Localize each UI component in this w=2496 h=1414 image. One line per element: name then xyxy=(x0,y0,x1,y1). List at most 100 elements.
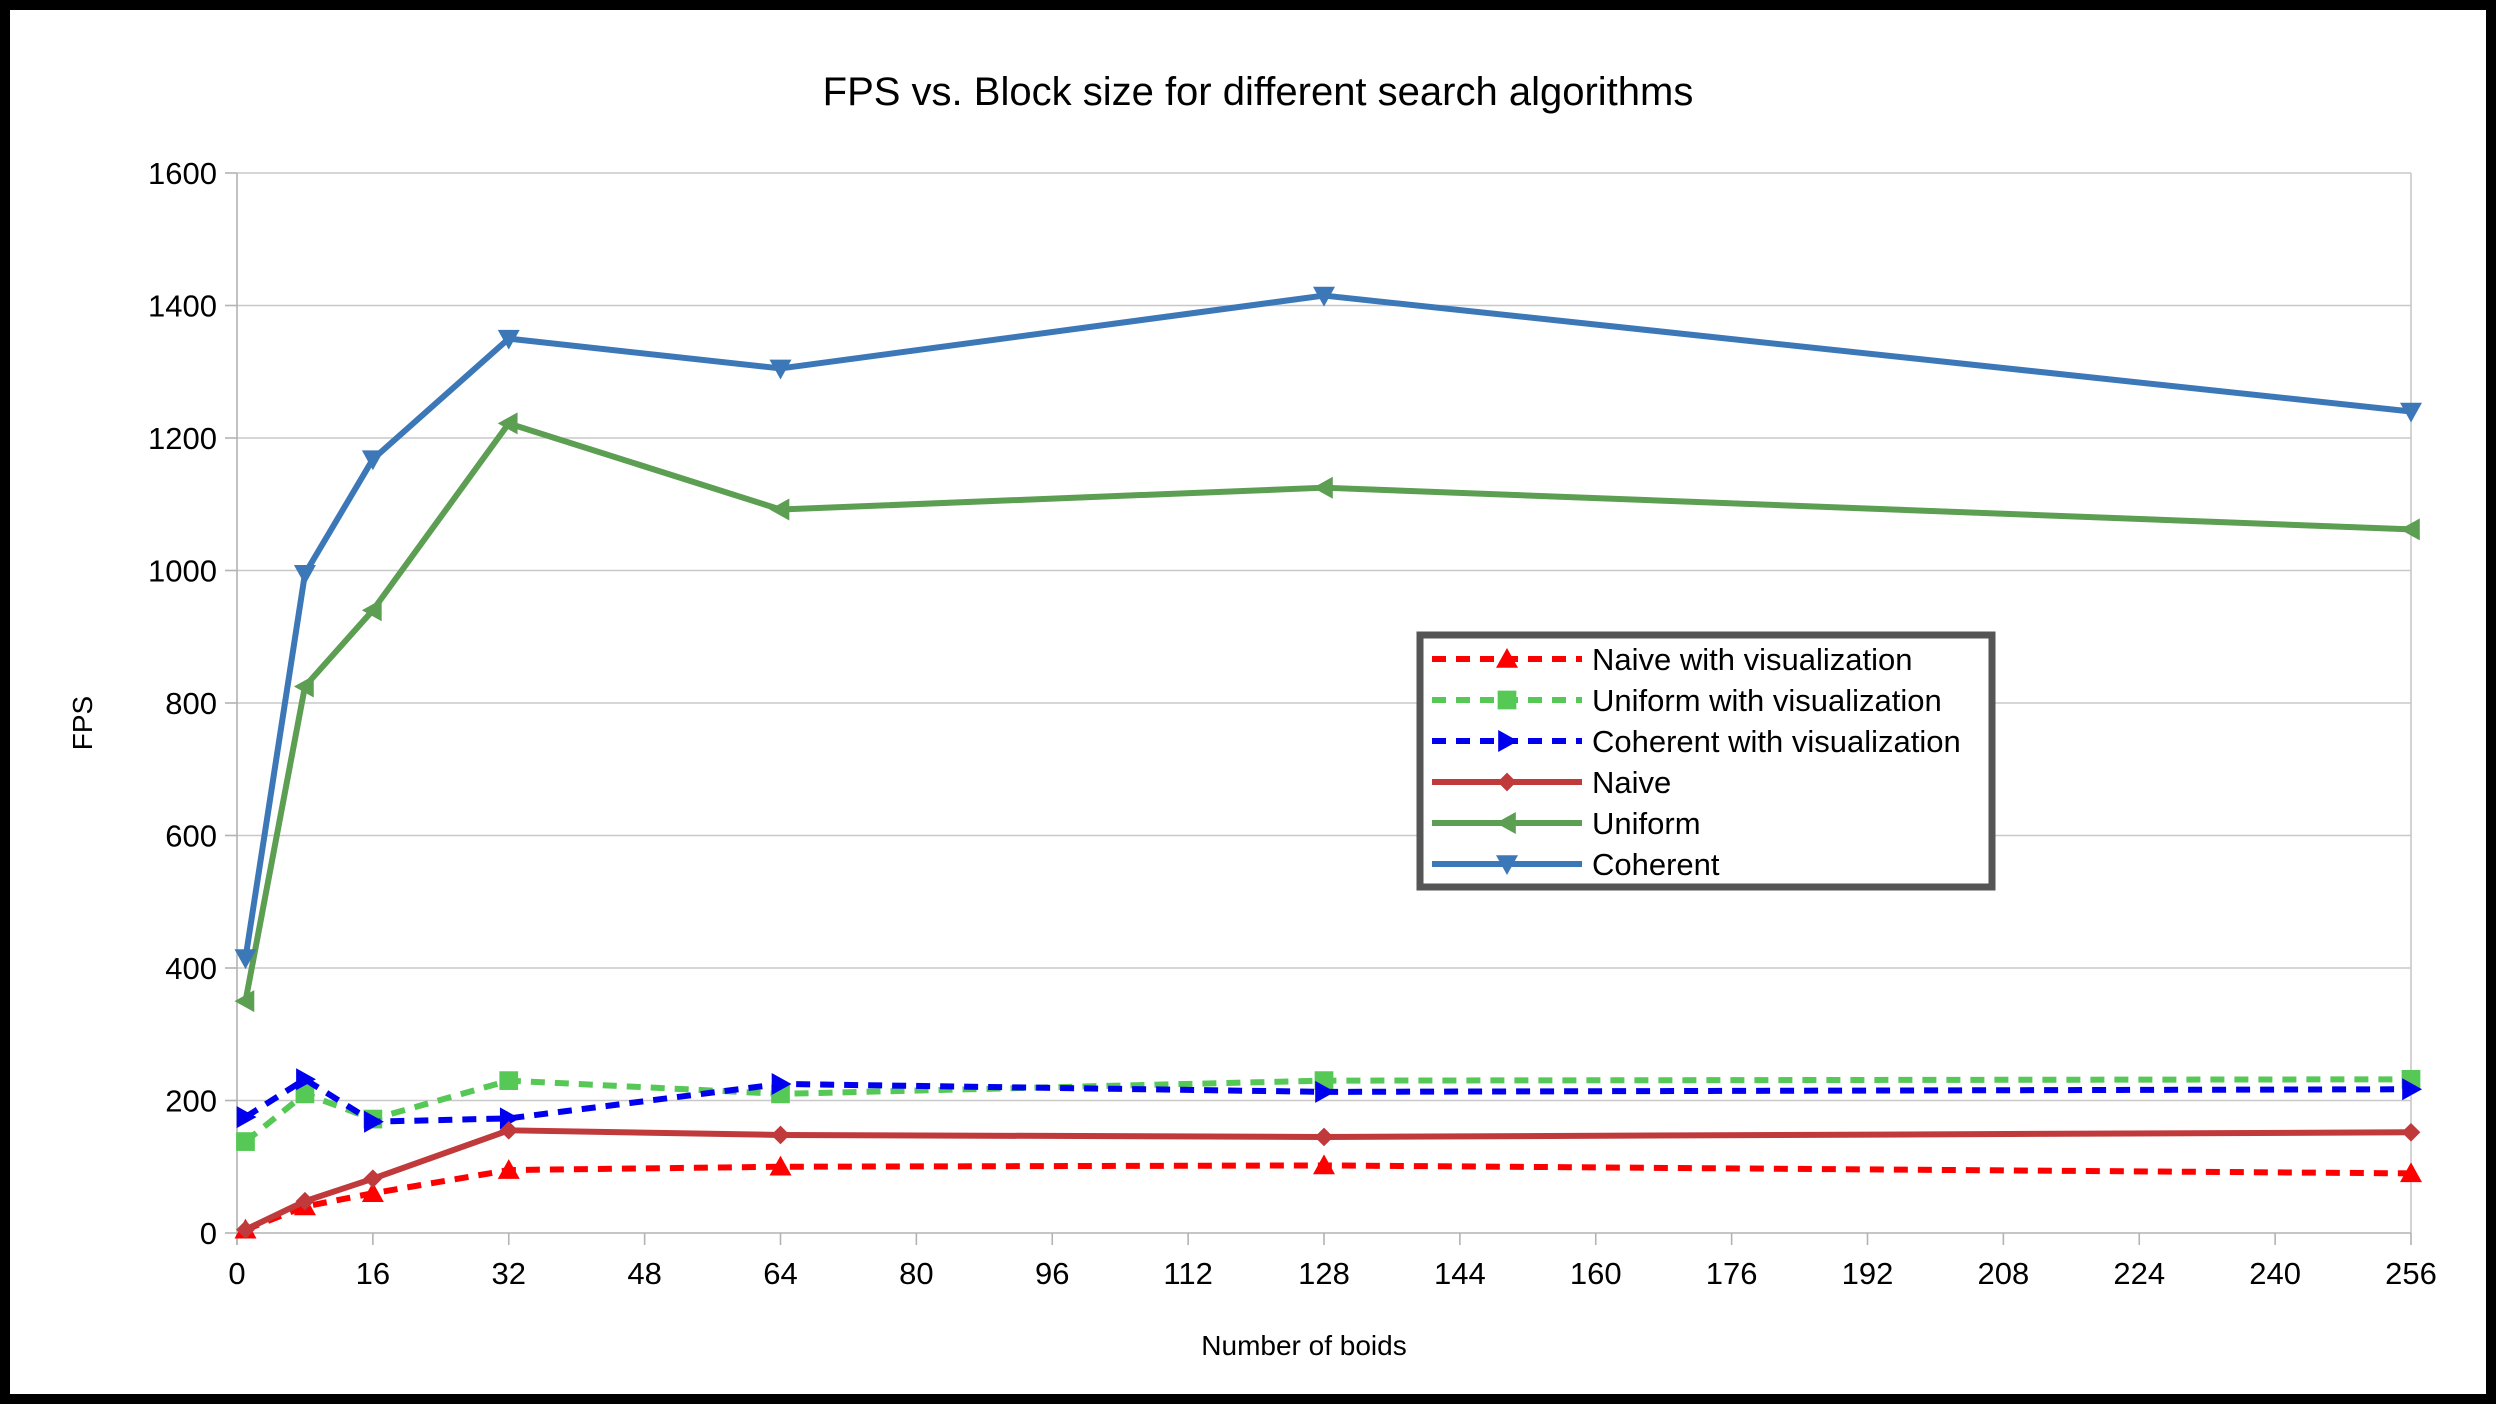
data-point-coherent xyxy=(2400,402,2422,423)
chart-title: FPS vs. Block size for different search … xyxy=(823,70,1694,114)
tick-labels: 0 200 400 600 800 1000 1200 1400 1600 0 16 32 48 64 80… xyxy=(148,156,2437,1291)
data-point-naive-with-visualization xyxy=(1313,1154,1335,1175)
legend-label: Coherent xyxy=(1592,847,1720,882)
data-point-naive xyxy=(236,1220,255,1240)
series-naive xyxy=(236,1120,2421,1240)
legend-label: Naive with visualization xyxy=(1592,642,1912,677)
y-tick-label: 800 xyxy=(165,686,217,721)
x-tick-label: 240 xyxy=(2249,1256,2301,1291)
data-point-coherent-with-visualization xyxy=(771,1072,792,1095)
series-naive-with-visualization xyxy=(234,1154,2422,1239)
series-coherent xyxy=(234,286,2422,970)
data-point-uniform xyxy=(2400,518,2420,541)
axes xyxy=(225,172,2412,1245)
x-tick-label: 224 xyxy=(2113,1256,2165,1291)
data-point-naive xyxy=(1314,1127,1334,1147)
data-point-coherent-with-visualization xyxy=(296,1068,316,1091)
series-line-coherent xyxy=(242,292,2412,959)
series-line-uniform xyxy=(242,420,2412,1002)
data-point-coherent-with-visualization xyxy=(499,1107,520,1130)
series-uniform xyxy=(234,412,2420,1013)
x-tick-label: 0 xyxy=(228,1256,245,1291)
legend-label: Uniform xyxy=(1592,806,1701,841)
x-tick-label: 96 xyxy=(1035,1256,1069,1291)
legend-label: Uniform with visualization xyxy=(1592,683,1942,718)
data-point-coherent xyxy=(769,359,792,380)
data-point-naive-with-visualization xyxy=(769,1155,792,1176)
x-tick-label: 128 xyxy=(1298,1256,1350,1291)
y-axis-label: FPS xyxy=(67,696,98,750)
legend-item-naive: Naive xyxy=(1432,765,1671,800)
x-tick-label: 192 xyxy=(1842,1256,1894,1291)
data-point-naive-with-visualization xyxy=(497,1159,520,1179)
y-tick-label: 600 xyxy=(165,819,217,854)
data-point-coherent xyxy=(1313,286,1335,307)
data-point-uniform xyxy=(497,412,518,435)
series-coherent-with-visualization xyxy=(236,1068,2422,1133)
data-point-naive xyxy=(499,1120,519,1140)
x-tick-label: 112 xyxy=(1163,1256,1212,1291)
series-lines xyxy=(234,286,2422,1240)
data-point-coherent-with-visualization xyxy=(1315,1080,1335,1103)
legend-swatch-marker xyxy=(1496,812,1516,834)
x-tick-label: 16 xyxy=(356,1256,390,1291)
legend-item-naive-with-visualization: Naive with visualization xyxy=(1432,642,1912,677)
data-point-coherent xyxy=(293,565,316,585)
data-point-uniform-with-visualization xyxy=(236,1132,255,1151)
x-tick-label: 256 xyxy=(2385,1256,2437,1291)
legend-swatch-marker xyxy=(1497,772,1517,792)
legend-item-uniform-with-visualization: Uniform with visualization xyxy=(1432,683,1942,718)
legend-swatch-marker xyxy=(1498,730,1518,752)
legend-item-coherent-with-visualization: Coherent with visualization xyxy=(1432,724,1961,759)
legend-box xyxy=(1416,631,1996,891)
data-point-uniform xyxy=(361,599,382,622)
data-point-naive xyxy=(771,1125,790,1145)
data-point-naive-with-visualization xyxy=(2400,1162,2422,1183)
data-point-coherent xyxy=(361,450,384,471)
gridlines xyxy=(237,172,2412,1233)
x-axis-label: Number of boids xyxy=(1201,1330,1406,1361)
x-tick-label: 208 xyxy=(1978,1256,2030,1291)
data-point-coherent xyxy=(497,329,520,350)
y-tick-label: 200 xyxy=(165,1084,217,1119)
legend-swatch-marker xyxy=(1497,690,1517,710)
legend-item-coherent: Coherent xyxy=(1432,847,1720,882)
y-tick-label: 1400 xyxy=(148,289,217,324)
x-tick-label: 160 xyxy=(1570,1256,1622,1291)
legend: Naive with visualization Uniform with vis… xyxy=(1416,631,1996,891)
data-point-uniform-with-visualization xyxy=(295,1084,315,1104)
legend-item-uniform: Uniform xyxy=(1432,806,1701,841)
x-tick-label: 144 xyxy=(1434,1256,1486,1291)
data-point-coherent-with-visualization xyxy=(2402,1078,2422,1101)
data-point-uniform xyxy=(293,675,314,698)
data-point-uniform xyxy=(769,498,790,521)
y-tick-label: 0 xyxy=(200,1216,217,1251)
y-tick-label: 1600 xyxy=(148,156,217,191)
data-point-naive xyxy=(2401,1122,2421,1142)
x-tick-label: 48 xyxy=(627,1256,661,1291)
x-tick-label: 32 xyxy=(492,1256,526,1291)
data-point-naive xyxy=(363,1169,383,1189)
legend-label: Coherent with visualization xyxy=(1592,724,1961,759)
y-tick-label: 1000 xyxy=(148,554,217,589)
x-tick-label: 64 xyxy=(763,1256,797,1291)
y-tick-label: 400 xyxy=(165,951,217,986)
data-point-coherent xyxy=(234,949,257,970)
legend-swatch-marker xyxy=(1496,648,1518,668)
data-point-naive-with-visualization xyxy=(361,1182,384,1203)
x-tick-label: 80 xyxy=(899,1256,933,1291)
data-point-naive xyxy=(295,1191,315,1211)
x-tick-label: 176 xyxy=(1706,1256,1758,1291)
data-point-uniform xyxy=(234,990,255,1013)
y-tick-label: 1200 xyxy=(148,421,217,456)
series-line-naive xyxy=(244,1127,2412,1233)
data-point-coherent-with-visualization xyxy=(236,1106,257,1129)
data-point-coherent-with-visualization xyxy=(364,1110,384,1133)
chart-svg: FPS vs. Block size for different search … xyxy=(67,70,2437,1361)
data-point-uniform xyxy=(1313,476,1333,499)
legend-swatch-marker xyxy=(1496,855,1518,875)
series-line-naive-with-visualization xyxy=(244,1162,2412,1233)
data-point-uniform-with-visualization xyxy=(499,1071,519,1090)
legend-label: Naive xyxy=(1592,765,1671,800)
